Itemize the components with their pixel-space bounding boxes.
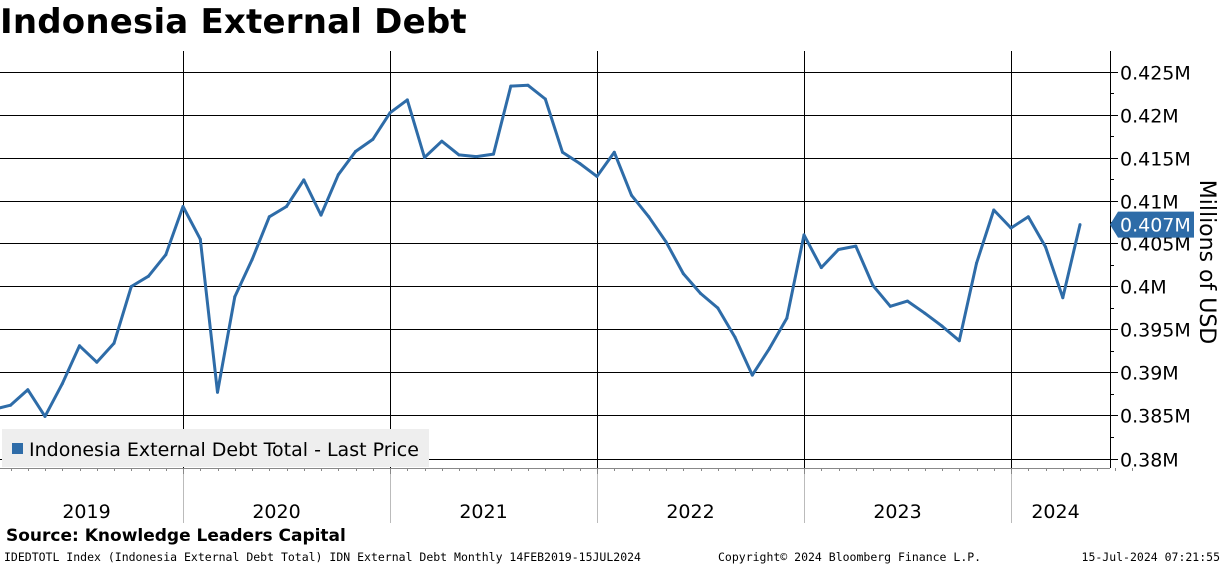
data-point — [819, 266, 823, 270]
data-point — [147, 274, 150, 278]
y-tick-label: 0.405M — [1120, 234, 1191, 256]
data-point — [43, 414, 47, 418]
data-point — [336, 173, 340, 177]
chart-title: Indonesia External Debt — [0, 2, 467, 42]
data-point — [285, 205, 288, 208]
y-tick-label: 0.41M — [1120, 192, 1179, 214]
series-layer — [0, 83, 1082, 418]
last-value-badge — [1110, 211, 1194, 238]
legend-swatch — [12, 443, 23, 454]
grid — [0, 51, 1110, 468]
data-point — [164, 253, 168, 257]
data-point — [561, 150, 564, 154]
data-point — [1044, 245, 1047, 249]
data-point — [233, 295, 237, 299]
data-point — [1078, 223, 1082, 227]
data-point — [906, 299, 909, 303]
data-point — [630, 193, 633, 197]
data-point — [940, 324, 944, 328]
footer-series-info: IDEDTOTL Index (Indonesia External Debt … — [4, 550, 641, 564]
data-point — [716, 306, 720, 310]
y-tick-label: 0.42M — [1120, 106, 1179, 128]
y-tick-label: 0.425M — [1120, 63, 1191, 85]
data-point — [975, 261, 978, 265]
data-point — [871, 284, 875, 288]
data-point — [457, 153, 461, 157]
data-point — [837, 248, 840, 251]
y-tick-label: 0.4M — [1120, 277, 1167, 299]
y-tick-label: 0.39M — [1120, 363, 1179, 385]
source-note: Source: Knowledge Leaders Capital — [6, 526, 346, 546]
data-point — [216, 390, 219, 394]
data-point — [267, 215, 271, 219]
x-tick-label: 2021 — [459, 501, 507, 523]
data-point — [612, 150, 616, 154]
x-tick-label: 2022 — [666, 501, 714, 523]
data-point — [405, 98, 409, 102]
data-point — [26, 388, 30, 392]
data-point — [112, 341, 116, 345]
data-point — [733, 335, 737, 339]
data-point — [699, 291, 702, 295]
data-point — [354, 150, 357, 153]
legend-label: Indonesia External Debt Total - Last Pri… — [29, 439, 419, 461]
last-value-label: 0.407M — [1110, 211, 1194, 238]
series-line — [0, 83, 1082, 418]
legend-background — [2, 429, 429, 467]
data-point — [802, 233, 806, 237]
last-value-text: 0.407M — [1120, 215, 1191, 237]
data-point — [492, 152, 495, 156]
legend: Indonesia External Debt Total - Last Pri… — [2, 429, 429, 467]
data-point — [543, 97, 547, 101]
y-tick-label: 0.38M — [1120, 450, 1179, 472]
data-point — [9, 403, 12, 407]
y-tick-label: 0.395M — [1120, 320, 1191, 342]
data-point — [440, 139, 444, 143]
y-axis: 0.38M0.385M0.39M0.395M0.4M0.405M0.41M0.4… — [1110, 51, 1191, 472]
footer-timestamp: 15-Jul-2024 07:21:55 — [1081, 550, 1220, 564]
data-point — [302, 178, 306, 182]
data-point — [1061, 296, 1065, 300]
x-tick-label: 2023 — [873, 501, 921, 523]
data-point — [1009, 226, 1013, 230]
y-tick-label: 0.385M — [1120, 406, 1191, 428]
data-point — [785, 316, 789, 320]
data-point — [388, 111, 392, 115]
y-tick-label: 0.415M — [1120, 149, 1191, 171]
data-point — [854, 244, 858, 248]
data-point — [371, 137, 375, 141]
data-point — [181, 205, 185, 208]
data-point — [95, 360, 99, 364]
data-point — [509, 84, 513, 88]
data-point — [647, 215, 651, 219]
y-axis-title: Millions of USD — [1194, 180, 1219, 345]
data-point — [78, 344, 81, 348]
data-point — [423, 156, 426, 159]
data-point — [768, 346, 771, 350]
data-point — [198, 237, 202, 241]
data-point — [888, 304, 892, 308]
data-point — [595, 174, 599, 178]
data-point — [319, 213, 323, 217]
x-tick-label: 2020 — [252, 501, 300, 523]
data-point — [664, 240, 668, 244]
data-point — [250, 258, 254, 262]
data-point — [474, 155, 478, 159]
data-point — [1026, 215, 1030, 219]
data-point — [992, 208, 996, 212]
data-point — [957, 339, 961, 343]
x-tick-label: 2019 — [62, 501, 110, 523]
data-point — [526, 83, 530, 87]
footer-copyright: Copyright© 2024 Bloomberg Finance L.P. — [718, 550, 982, 564]
x-tick-label: 2024 — [1031, 501, 1079, 523]
x-axis: 2019 2020 2021 2022 2023 2024 — [0, 468, 1133, 523]
data-point — [923, 311, 927, 315]
data-point — [129, 285, 133, 288]
data-point — [60, 382, 64, 386]
data-point — [681, 272, 685, 276]
data-point — [750, 373, 754, 377]
data-point — [578, 162, 582, 165]
